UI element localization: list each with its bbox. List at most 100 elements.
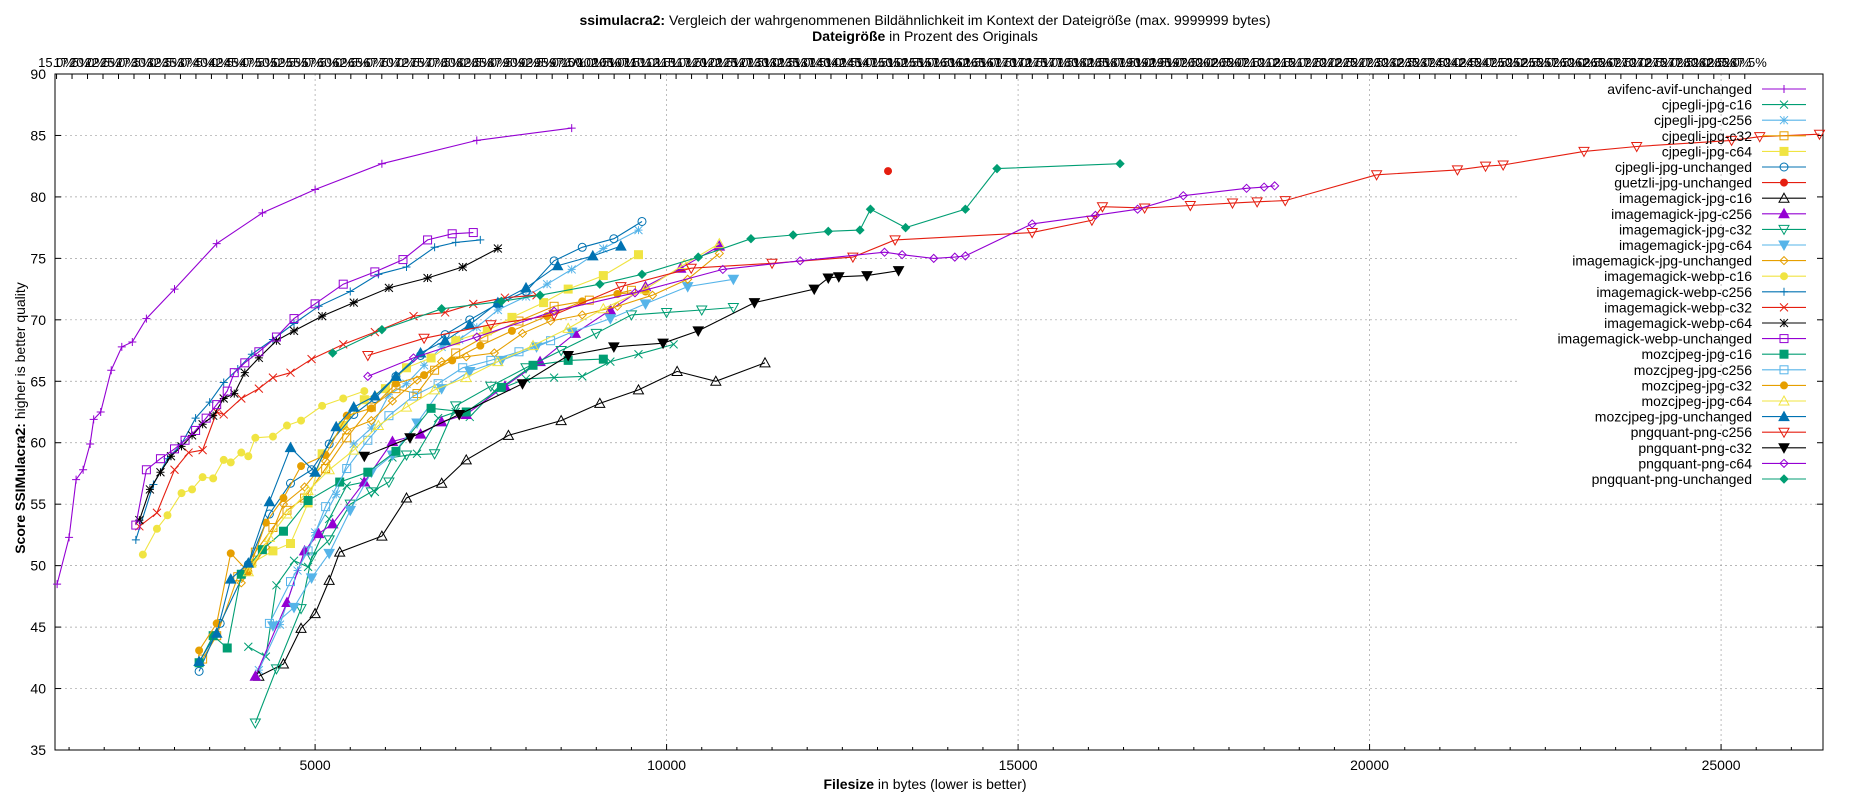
legend-entry: mozcjpeg-jpg-c256 <box>1634 362 1806 378</box>
data-point <box>492 355 504 367</box>
y-tick-label: 65 <box>30 373 46 389</box>
data-point <box>166 451 176 461</box>
data-point <box>142 314 151 323</box>
data-point <box>249 670 262 681</box>
data-point <box>428 449 441 460</box>
legend-label: imagemagick-webp-c256 <box>1596 284 1752 300</box>
data-point <box>527 339 539 351</box>
top-axis-tick-label: 122.5% <box>700 55 745 70</box>
y-tick-label: 50 <box>30 558 46 574</box>
series-guetzli-jpg-unchanged <box>884 167 893 176</box>
data-point <box>219 394 229 403</box>
data-point <box>418 333 430 345</box>
data-point <box>1132 204 1143 214</box>
top-axis-tick-label: 42.5% <box>208 55 245 70</box>
legend-entry: imagemagick-jpg-unchanged <box>1572 253 1806 269</box>
legend-entry: imagemagick-webp-c32 <box>1604 299 1806 315</box>
data-point <box>177 442 186 451</box>
data-point <box>632 383 645 395</box>
data-point <box>209 474 218 483</box>
legend-entry: pngquant-png-unchanged <box>1592 471 1806 487</box>
data-point <box>338 279 348 289</box>
data-point <box>449 401 462 412</box>
series-line <box>254 306 734 724</box>
data-point <box>191 425 201 435</box>
top-axis-tick-label: 245.0% <box>1459 55 1504 70</box>
data-point <box>1778 443 1790 454</box>
top-axis-tick-label: 212.5% <box>1258 55 1303 70</box>
top-axis-tick-label: 100.0% <box>561 55 606 70</box>
data-point <box>453 409 466 421</box>
data-point <box>439 334 452 346</box>
data-point <box>89 415 98 424</box>
data-point <box>254 347 264 357</box>
top-axis-tick-label: 162.5% <box>948 55 993 70</box>
series-layer <box>53 124 1826 729</box>
legend-label: imagemagick-jpg-c32 <box>1619 221 1752 237</box>
data-point <box>263 495 276 507</box>
legend-entry: imagemagick-webp-c16 <box>1604 268 1806 284</box>
data-point <box>1779 303 1789 312</box>
legend-entry: imagemagick-jpg-c256 <box>1611 206 1806 222</box>
data-point <box>823 226 833 237</box>
data-point <box>426 403 436 413</box>
legend-entry: imagemagick-jpg-c64 <box>1619 237 1806 253</box>
top-axis-tick-label: 150.0% <box>871 55 916 70</box>
data-point <box>390 370 402 381</box>
series-line <box>56 127 572 585</box>
data-point <box>669 340 678 349</box>
chart-subtitle: Dateigröße in Prozent des Originals <box>812 28 1038 44</box>
data-point <box>451 348 461 358</box>
x-tick-label: 15000 <box>999 757 1038 773</box>
data-point <box>1178 190 1188 201</box>
data-point <box>647 290 658 300</box>
series-imagemagick-webp-c16 <box>138 387 369 559</box>
top-axis-tick-label: 37.5% <box>178 55 215 70</box>
data-point <box>342 425 352 436</box>
top-axis-tick-label: 210.0% <box>1243 55 1288 70</box>
y-tick-label: 75 <box>30 250 46 266</box>
series-imagemagick-jpg-c32 <box>249 303 740 729</box>
data-point <box>433 379 443 389</box>
data-point <box>272 580 281 590</box>
legend-label: pngquant-png-c256 <box>1631 424 1753 440</box>
data-point <box>295 604 307 615</box>
data-point <box>53 580 62 589</box>
top-axis-tick-label: 262.5% <box>1568 55 1613 70</box>
data-point <box>542 279 552 289</box>
data-point <box>897 249 907 260</box>
data-point <box>460 453 473 465</box>
data-point <box>423 273 432 283</box>
data-point <box>135 515 144 525</box>
data-point <box>709 375 722 386</box>
data-point <box>303 546 313 556</box>
data-point <box>476 235 485 244</box>
data-point <box>156 467 165 477</box>
data-point <box>463 366 476 378</box>
data-point <box>992 163 1002 174</box>
data-point <box>347 444 360 455</box>
data-point <box>317 311 327 321</box>
data-point <box>242 557 255 568</box>
data-point <box>889 235 901 246</box>
series-cjpegli-jpg-unchanged <box>194 216 647 676</box>
data-point <box>718 264 728 275</box>
data-point <box>377 324 387 335</box>
data-point <box>411 418 423 430</box>
data-point <box>1779 474 1789 484</box>
data-point <box>1779 115 1789 125</box>
data-point <box>746 233 756 244</box>
top-axis-tick-label: 200.0% <box>1181 55 1226 70</box>
data-point <box>326 517 339 529</box>
top-axis-tick-label: 270.0% <box>1614 55 1659 70</box>
x-tick-label: 10000 <box>647 757 686 773</box>
series-mozcjpeg-jpg-c16 <box>194 354 608 668</box>
data-point <box>210 627 223 638</box>
data-point <box>261 652 271 661</box>
data-point <box>590 328 603 340</box>
top-axis-tick-label: 77.5% <box>425 55 462 70</box>
data-point <box>562 350 575 362</box>
data-point <box>1779 146 1789 156</box>
top-axis-tick-label: 95.0% <box>534 55 571 70</box>
